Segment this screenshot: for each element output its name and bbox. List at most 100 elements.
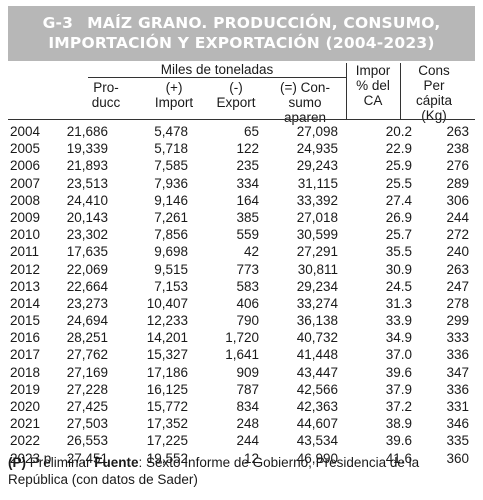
cell-importacion: 5,478 bbox=[154, 124, 188, 139]
cell-consumo-per-capita: 276 bbox=[446, 158, 469, 174]
title-line-2: IMPORTACIÓN Y EXPORTACIÓN (2004-2023) bbox=[48, 34, 435, 52]
cell-exportacion: 773 bbox=[236, 261, 259, 277]
table-row: 2021 27,503 17,352 248 44,607 38.9 346 bbox=[8, 415, 475, 432]
cell-importaciones-pct: 31.3 bbox=[385, 295, 412, 311]
cell-year: 2010 bbox=[10, 227, 41, 243]
cell-year: 2005 bbox=[10, 141, 41, 157]
table-row: 2022 26,553 17,225 244 43,534 39.6 335 bbox=[8, 432, 475, 449]
cell-importaciones-pct: 33.9 bbox=[385, 313, 412, 329]
cell-consumo: 30,599 bbox=[296, 227, 338, 243]
cell-importacion: 9,146 bbox=[154, 192, 188, 208]
cell-produccion: 26,553 bbox=[66, 433, 108, 449]
cell-year: 2004 bbox=[10, 124, 41, 139]
cell-produccion: 24,410 bbox=[66, 192, 108, 208]
cell-exportacion: 385 bbox=[236, 209, 259, 225]
cell-importaciones-pct: 25.7 bbox=[385, 227, 412, 243]
column-divider bbox=[400, 63, 401, 119]
table-row: 2012 22,069 9,515 773 30,811 30.9 263 bbox=[8, 261, 475, 278]
footnote-source-label: Fuente bbox=[94, 455, 139, 470]
cell-consumo: 33,274 bbox=[296, 295, 338, 311]
cell-importaciones-pct: 34.9 bbox=[385, 330, 412, 346]
cell-importaciones-pct: 22.9 bbox=[385, 141, 412, 157]
header-importacion: (+) Import bbox=[154, 80, 194, 110]
header-consumo-aparente: (=) Con-sumo aparen bbox=[280, 80, 330, 125]
cell-importacion: 7,936 bbox=[154, 175, 188, 191]
cell-importacion: 9,515 bbox=[154, 261, 188, 277]
cell-importacion: 7,585 bbox=[154, 158, 188, 174]
cell-year: 2023 p bbox=[10, 450, 52, 466]
footnote-marker: (P) bbox=[8, 455, 26, 470]
cell-exportacion: 248 bbox=[236, 416, 259, 432]
cell-produccion: 27,503 bbox=[66, 416, 108, 432]
cell-produccion: 21,893 bbox=[66, 158, 108, 174]
cell-importaciones-pct: 41.6 bbox=[385, 450, 412, 466]
cell-produccion: 27,425 bbox=[66, 399, 108, 414]
cell-produccion: 27,169 bbox=[66, 364, 108, 380]
cell-produccion: 22,664 bbox=[66, 278, 108, 294]
cell-consumo-per-capita: 336 bbox=[446, 347, 469, 363]
cell-consumo-per-capita: 347 bbox=[446, 364, 469, 380]
header-importaciones-pct: Impor% del CA bbox=[355, 63, 391, 108]
cell-importaciones-pct: 20.2 bbox=[385, 124, 412, 139]
cell-consumo: 42,566 bbox=[296, 381, 338, 397]
cell-year: 2022 bbox=[10, 433, 41, 449]
cell-consumo: 33,392 bbox=[296, 192, 338, 208]
title-line-1: G-3 MAÍZ GRANO. PRODUCCIÓN, CONSUMO, bbox=[8, 13, 475, 33]
cell-consumo-per-capita: 247 bbox=[446, 278, 469, 294]
cell-consumo: 44,607 bbox=[296, 416, 338, 432]
table-code: G-3 bbox=[42, 14, 74, 32]
cell-exportacion: 406 bbox=[236, 295, 259, 311]
cell-exportacion: 334 bbox=[236, 175, 259, 191]
cell-importacion: 7,153 bbox=[154, 278, 188, 294]
cell-consumo: 27,291 bbox=[296, 244, 338, 260]
cell-importaciones-pct: 27.4 bbox=[385, 192, 412, 208]
header-consumo-per-capita: Cons Per cápita (Kg) bbox=[415, 63, 453, 123]
cell-exportacion: 909 bbox=[236, 364, 259, 380]
cell-consumo-per-capita: 238 bbox=[446, 141, 469, 157]
cell-importacion: 12,233 bbox=[146, 313, 188, 329]
cell-year: 2007 bbox=[10, 175, 41, 191]
cell-consumo: 36,138 bbox=[296, 313, 338, 329]
cell-consumo-per-capita: 335 bbox=[446, 433, 469, 449]
cell-year: 2006 bbox=[10, 158, 41, 174]
cell-produccion: 24,694 bbox=[66, 313, 108, 329]
cell-importacion: 9,698 bbox=[154, 244, 188, 260]
table-row: 2009 20,143 7,261 385 27,018 26.9 244 bbox=[8, 209, 475, 226]
cell-year: 2020 bbox=[10, 399, 41, 414]
cell-importaciones-pct: 26.9 bbox=[385, 209, 412, 225]
cell-year: 2018 bbox=[10, 364, 41, 380]
cell-produccion: 22,069 bbox=[66, 261, 108, 277]
cell-consumo: 40,732 bbox=[296, 330, 338, 346]
cell-year: 2017 bbox=[10, 347, 41, 363]
cell-importaciones-pct: 25.9 bbox=[385, 158, 412, 174]
cell-produccion: 23,273 bbox=[66, 295, 108, 311]
table-row: 2004 21,686 5,478 65 27,098 20.2 263 bbox=[8, 123, 475, 140]
cell-consumo: 43,447 bbox=[296, 364, 338, 380]
table-row: 2018 27,169 17,186 909 43,447 39.6 347 bbox=[8, 364, 475, 381]
footnote-source-text: : Sexto Informe de Gobierno, Presidencia… bbox=[8, 455, 420, 487]
cell-consumo-per-capita: 331 bbox=[446, 399, 469, 414]
cell-year: 2009 bbox=[10, 209, 41, 225]
cell-exportacion: 244 bbox=[236, 433, 259, 449]
cell-importaciones-pct: 25.5 bbox=[385, 175, 412, 191]
cell-consumo: 29,234 bbox=[296, 278, 338, 294]
cell-consumo-per-capita: 299 bbox=[446, 313, 469, 329]
cell-importacion: 7,856 bbox=[154, 227, 188, 243]
cell-importaciones-pct: 37.9 bbox=[385, 381, 412, 397]
cell-importaciones-pct: 35.5 bbox=[385, 244, 412, 260]
cell-produccion: 28,251 bbox=[66, 330, 108, 346]
cell-importacion: 14,201 bbox=[146, 330, 188, 346]
cell-consumo: 27,018 bbox=[296, 209, 338, 225]
cell-importacion: 7,261 bbox=[154, 209, 188, 225]
cell-exportacion: 12 bbox=[243, 450, 259, 466]
cell-consumo: 27,098 bbox=[296, 124, 338, 139]
cell-exportacion: 1,720 bbox=[225, 330, 259, 346]
cell-exportacion: 787 bbox=[236, 381, 259, 397]
table-row: 2014 23,273 10,407 406 33,274 31.3 278 bbox=[8, 295, 475, 312]
cell-consumo: 46,990 bbox=[296, 450, 338, 466]
cell-importaciones-pct: 38.9 bbox=[385, 416, 412, 432]
cell-consumo: 29,243 bbox=[296, 158, 338, 174]
cell-importacion: 10,407 bbox=[146, 295, 188, 311]
cell-consumo-per-capita: 346 bbox=[446, 416, 469, 432]
cell-produccion: 27,228 bbox=[66, 381, 108, 397]
